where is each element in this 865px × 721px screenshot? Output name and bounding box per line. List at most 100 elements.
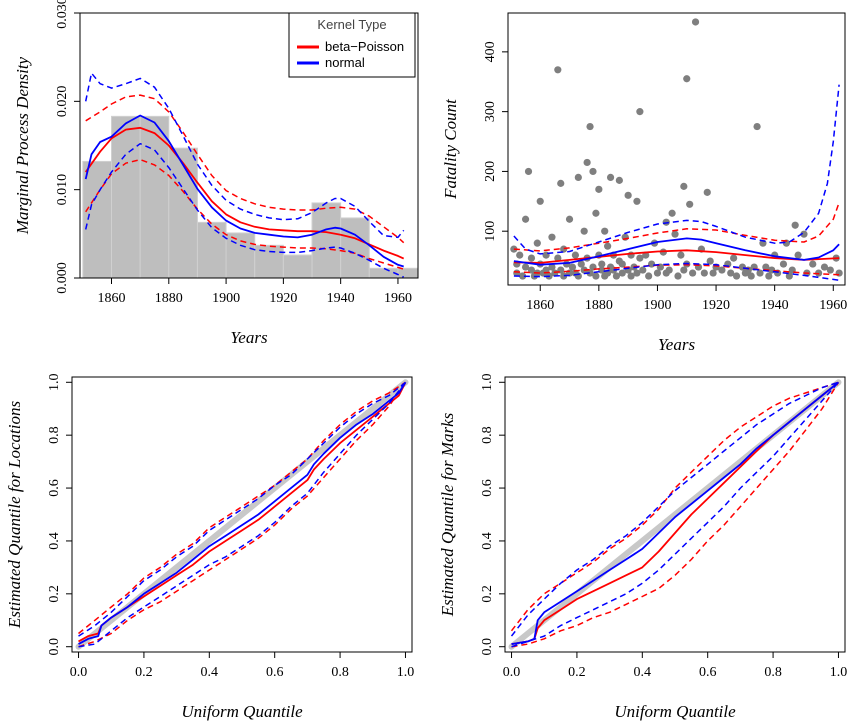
data-point (762, 263, 770, 271)
data-point (612, 272, 621, 280)
data-point (580, 227, 588, 235)
series-line-normal (513, 237, 840, 266)
data-point (756, 269, 764, 277)
data-point (519, 272, 527, 280)
data-point (516, 251, 524, 259)
histogram-bar-1960 (397, 267, 419, 279)
data-point (794, 251, 802, 259)
x-tick-label: 1920 (269, 291, 297, 306)
x-tick-label: 0.2 (568, 665, 586, 680)
x-tick-label: 0.8 (764, 665, 782, 680)
x-tick-label: 0.6 (699, 665, 717, 680)
series-line-normal-lower (84, 142, 405, 278)
x-tick-label: 1.0 (397, 665, 415, 680)
data-point (785, 272, 793, 280)
data-point (691, 18, 700, 26)
data-point (583, 158, 591, 167)
x-axis: 0.0 0.2 0.4 0.6 0.8 1.0 (70, 652, 414, 680)
histogram-bar-1900 (225, 232, 256, 279)
y-tick-label: 0.4 (47, 532, 62, 550)
data-point (592, 209, 600, 217)
data-point (551, 269, 559, 277)
x-tick-label: 0.8 (331, 665, 349, 680)
series-line-beta-poisson-upper (510, 381, 839, 632)
x-tick-label: 1860 (98, 291, 126, 306)
y-tick-label: 1.0 (480, 374, 495, 392)
histogram-bar-1940 (340, 217, 370, 279)
x-axis: 1860 1880 1900 1920 1940 1960 (526, 285, 847, 313)
histogram-bar-1910 (254, 244, 284, 279)
series-line-normal-upper (78, 381, 406, 637)
data-point (703, 188, 711, 196)
data-point (574, 272, 582, 280)
data-point (606, 173, 615, 181)
legend-label-beta-poisson: beta−Poisson (325, 39, 404, 54)
data-point (706, 257, 714, 265)
data-point (533, 239, 541, 247)
data-point (835, 269, 843, 277)
y-tick-label: 200 (483, 161, 498, 182)
y-tick-label: 0.010 (55, 174, 70, 206)
data-point (565, 215, 574, 223)
series-line-beta-poisson (84, 126, 405, 260)
histogram-bar-1860 (111, 115, 141, 279)
data-point (618, 269, 626, 277)
data-point (521, 215, 530, 223)
data-point (700, 269, 708, 277)
data-point (727, 269, 735, 277)
data-point (668, 209, 676, 217)
series-line-beta-poisson (513, 249, 840, 264)
data-point (627, 272, 635, 280)
data-point (730, 254, 738, 262)
data-point (636, 108, 644, 116)
y-tick-label: 1.0 (47, 374, 62, 392)
data-point (601, 227, 609, 235)
y-tick-label: 0.000 (55, 262, 70, 294)
series-line-normal (78, 381, 407, 645)
x-axis-title: Years (230, 328, 268, 347)
x-tick-label: 0.4 (634, 665, 652, 680)
data-point (598, 260, 606, 268)
x-tick-label: 1880 (585, 298, 613, 313)
data-point (639, 266, 647, 274)
data-point (604, 242, 612, 250)
data-point (598, 266, 606, 274)
data-point (554, 66, 562, 74)
data-point (683, 75, 691, 83)
series-line-normal-lower (511, 381, 840, 648)
series-line-beta-poisson-upper (78, 381, 406, 635)
data-point (621, 233, 629, 241)
data-point (747, 272, 755, 280)
x-axis: 0.0 0.2 0.4 0.6 0.8 1.0 (503, 652, 847, 680)
y-axis: 0.0 0.2 0.4 0.6 0.8 1.0 (47, 374, 72, 655)
x-tick-label: 0.6 (266, 665, 284, 680)
data-point (548, 263, 556, 271)
data-point (791, 221, 799, 229)
y-axis-title: Estimated Quantile for Locations (5, 401, 24, 630)
series-line-normal (511, 381, 840, 645)
data-point (826, 266, 834, 274)
data-point (677, 251, 685, 259)
data-point (574, 173, 582, 181)
plot-frame (71, 376, 413, 653)
data-point (779, 260, 788, 268)
data-point (568, 263, 577, 271)
data-point (765, 272, 773, 280)
x-tick-label: 1960 (384, 291, 412, 306)
plot-frame (504, 376, 846, 653)
data-point (577, 260, 585, 268)
data-point (753, 122, 761, 131)
y-tick-label: 0.2 (47, 585, 62, 603)
legend-title: Kernel Type (317, 17, 386, 32)
x-tick-label: 1900 (212, 291, 240, 306)
data-point (586, 122, 594, 131)
data-point (686, 200, 694, 208)
x-tick-label: 1.0 (830, 665, 848, 680)
x-tick-label: 1920 (702, 298, 730, 313)
data-point (633, 269, 641, 277)
data-point (595, 185, 603, 193)
data-point (647, 260, 656, 268)
y-tick-label: 100 (483, 221, 498, 242)
histogram-bar-1930 (311, 202, 342, 279)
